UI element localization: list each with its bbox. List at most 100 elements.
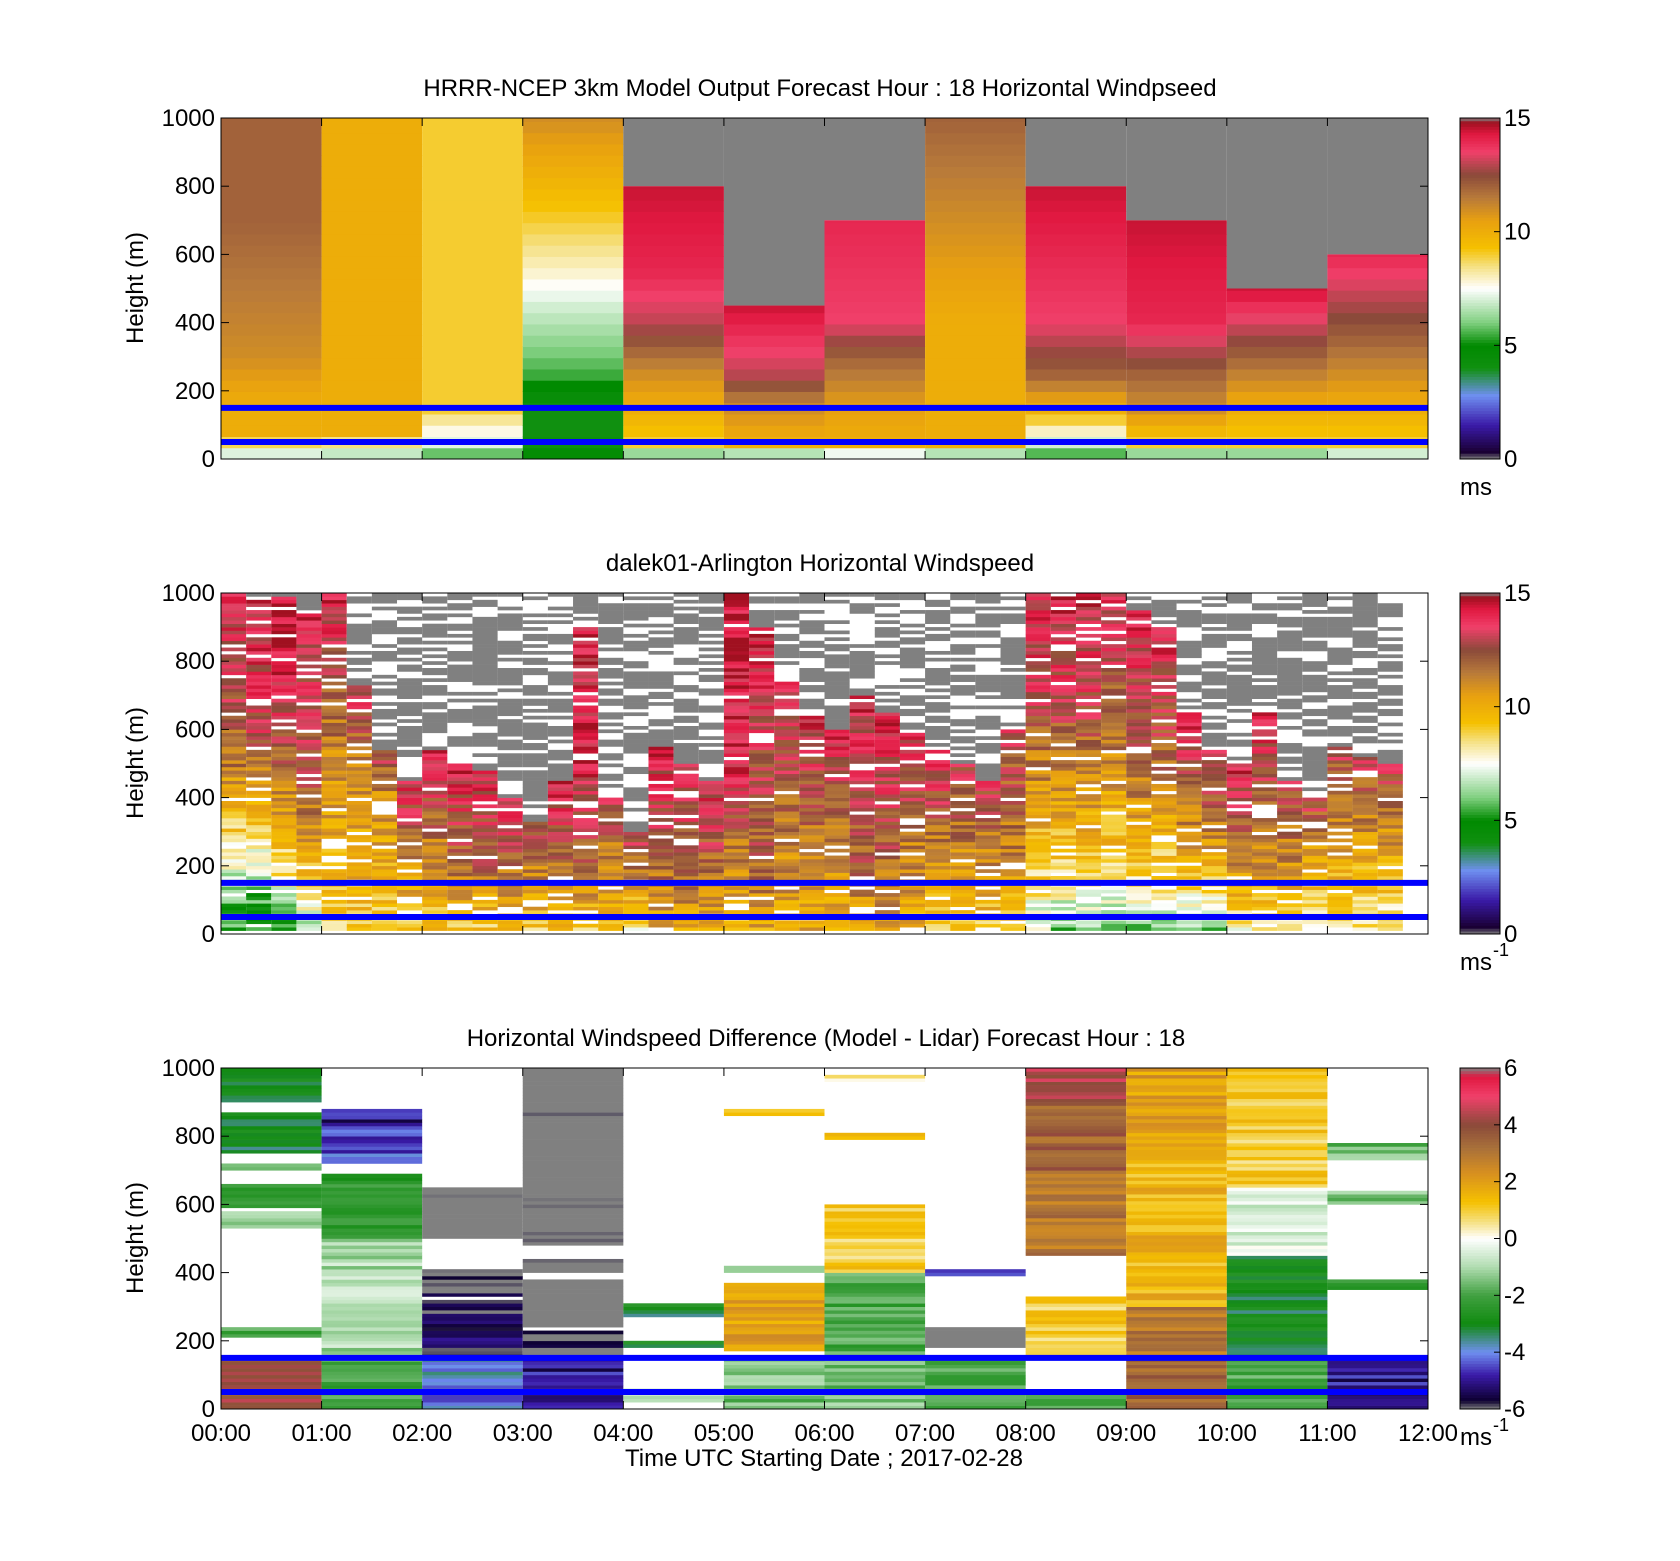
heat-cell: [1126, 1163, 1227, 1168]
heat-cell: [447, 811, 473, 815]
heat-cell: [1352, 719, 1378, 723]
heat-cell: [321, 852, 347, 856]
heat-cell: [698, 620, 724, 624]
heat-cell: [975, 620, 1001, 624]
heat-cell: [824, 736, 850, 740]
heat-cell: [1025, 780, 1051, 785]
heat-cell: [673, 896, 699, 901]
heat-cell: [522, 845, 548, 850]
colorbar-swatch: [1460, 740, 1500, 745]
heat-cell: [749, 599, 775, 604]
heat-cell: [547, 783, 574, 788]
heat-cell: [698, 760, 724, 764]
heat-cell: [1201, 722, 1227, 727]
heat-cell: [321, 211, 423, 224]
heat-cell: [824, 828, 850, 832]
heat-cell: [422, 1310, 523, 1314]
heat-cell: [1050, 610, 1076, 614]
colorbar-swatch: [1460, 328, 1500, 332]
heat-cell: [573, 852, 599, 856]
heat-cell: [1201, 906, 1227, 911]
heat-cell: [1126, 650, 1152, 655]
heat-cell: [723, 876, 750, 880]
colorbar-swatch: [1460, 769, 1500, 773]
heat-cell: [422, 623, 448, 628]
heat-cell: [573, 797, 599, 802]
heat-cell: [321, 1289, 423, 1294]
heat-cell: [221, 801, 247, 805]
heat-cell: [925, 681, 951, 686]
heat-cell: [422, 1398, 523, 1403]
heat-cell: [1226, 821, 1252, 826]
heat-cell: [321, 323, 423, 336]
heat-cell: [1377, 811, 1403, 815]
heat-cell: [749, 818, 775, 822]
heat-cell: [1352, 725, 1378, 730]
heat-cell: [925, 780, 951, 785]
heat-cell: [723, 753, 750, 757]
colorbar-swatch: [1460, 393, 1500, 397]
heat-cell: [472, 906, 498, 911]
heat-cell: [899, 654, 926, 659]
heat-cell: [975, 838, 1001, 843]
heat-cell: [1000, 753, 1026, 757]
heat-cell: [422, 1207, 523, 1212]
heat-cell: [1025, 705, 1051, 710]
colorbar-swatch: [1460, 931, 1500, 935]
heat-cell: [1151, 801, 1177, 805]
heat-cell: [824, 1327, 926, 1331]
heat-cell: [1277, 630, 1303, 635]
heat-cell: [1151, 698, 1177, 703]
heat-cell: [1126, 790, 1152, 795]
heat-cell: [925, 1402, 1026, 1406]
heat-cell: [723, 637, 750, 642]
colorbar-swatch: [1460, 817, 1500, 821]
heat-cell: [1050, 893, 1076, 897]
heat-cell: [246, 876, 272, 880]
heat-cell: [246, 623, 272, 628]
heat-cell: [1075, 927, 1102, 931]
heat-cell: [648, 719, 674, 723]
heat-cell: [1302, 603, 1328, 607]
heat-cell: [422, 1385, 523, 1389]
heat-cell: [397, 616, 423, 621]
heat-cell: [573, 657, 599, 662]
heat-cell: [1025, 1351, 1127, 1355]
heat-cell: [799, 804, 825, 809]
heat-cell: [723, 841, 750, 846]
heat-cell: [447, 773, 473, 778]
heat-cell: [346, 920, 372, 925]
heat-cell: [1025, 1320, 1127, 1325]
heat-cell: [422, 177, 523, 190]
colorbar-swatch: [1460, 316, 1500, 321]
heat-cell: [422, 865, 448, 870]
heat-cell: [1126, 256, 1227, 269]
heat-cell: [1352, 804, 1378, 809]
heat-cell: [497, 623, 523, 628]
heat-cell: [321, 380, 423, 392]
heat-cell: [221, 1333, 322, 1338]
heat-cell: [1151, 787, 1177, 792]
heat-cell: [422, 1340, 523, 1345]
colorbar-swatch: [1460, 410, 1500, 414]
heat-cell: [925, 1381, 1026, 1386]
heat-cell: [723, 1361, 825, 1365]
heat-cell: [824, 841, 850, 846]
heat-cell: [1025, 821, 1051, 826]
heat-cell: [1277, 640, 1303, 645]
heat-cell: [1277, 903, 1303, 908]
heat-cell: [422, 766, 448, 771]
heat-cell: [824, 413, 926, 426]
panel-lidar-reference-lines: [221, 879, 1428, 920]
heat-cell: [1025, 1296, 1127, 1301]
heat-cell: [221, 708, 247, 713]
heat-cell: [975, 743, 1001, 747]
heat-cell: [723, 640, 750, 645]
heat-cell: [221, 447, 322, 460]
heat-cell: [246, 869, 272, 873]
heat-cell: [723, 654, 750, 659]
heat-cell: [296, 650, 322, 655]
heat-cell: [447, 743, 473, 747]
heat-cell: [547, 828, 574, 832]
heat-cell: [221, 1146, 322, 1151]
